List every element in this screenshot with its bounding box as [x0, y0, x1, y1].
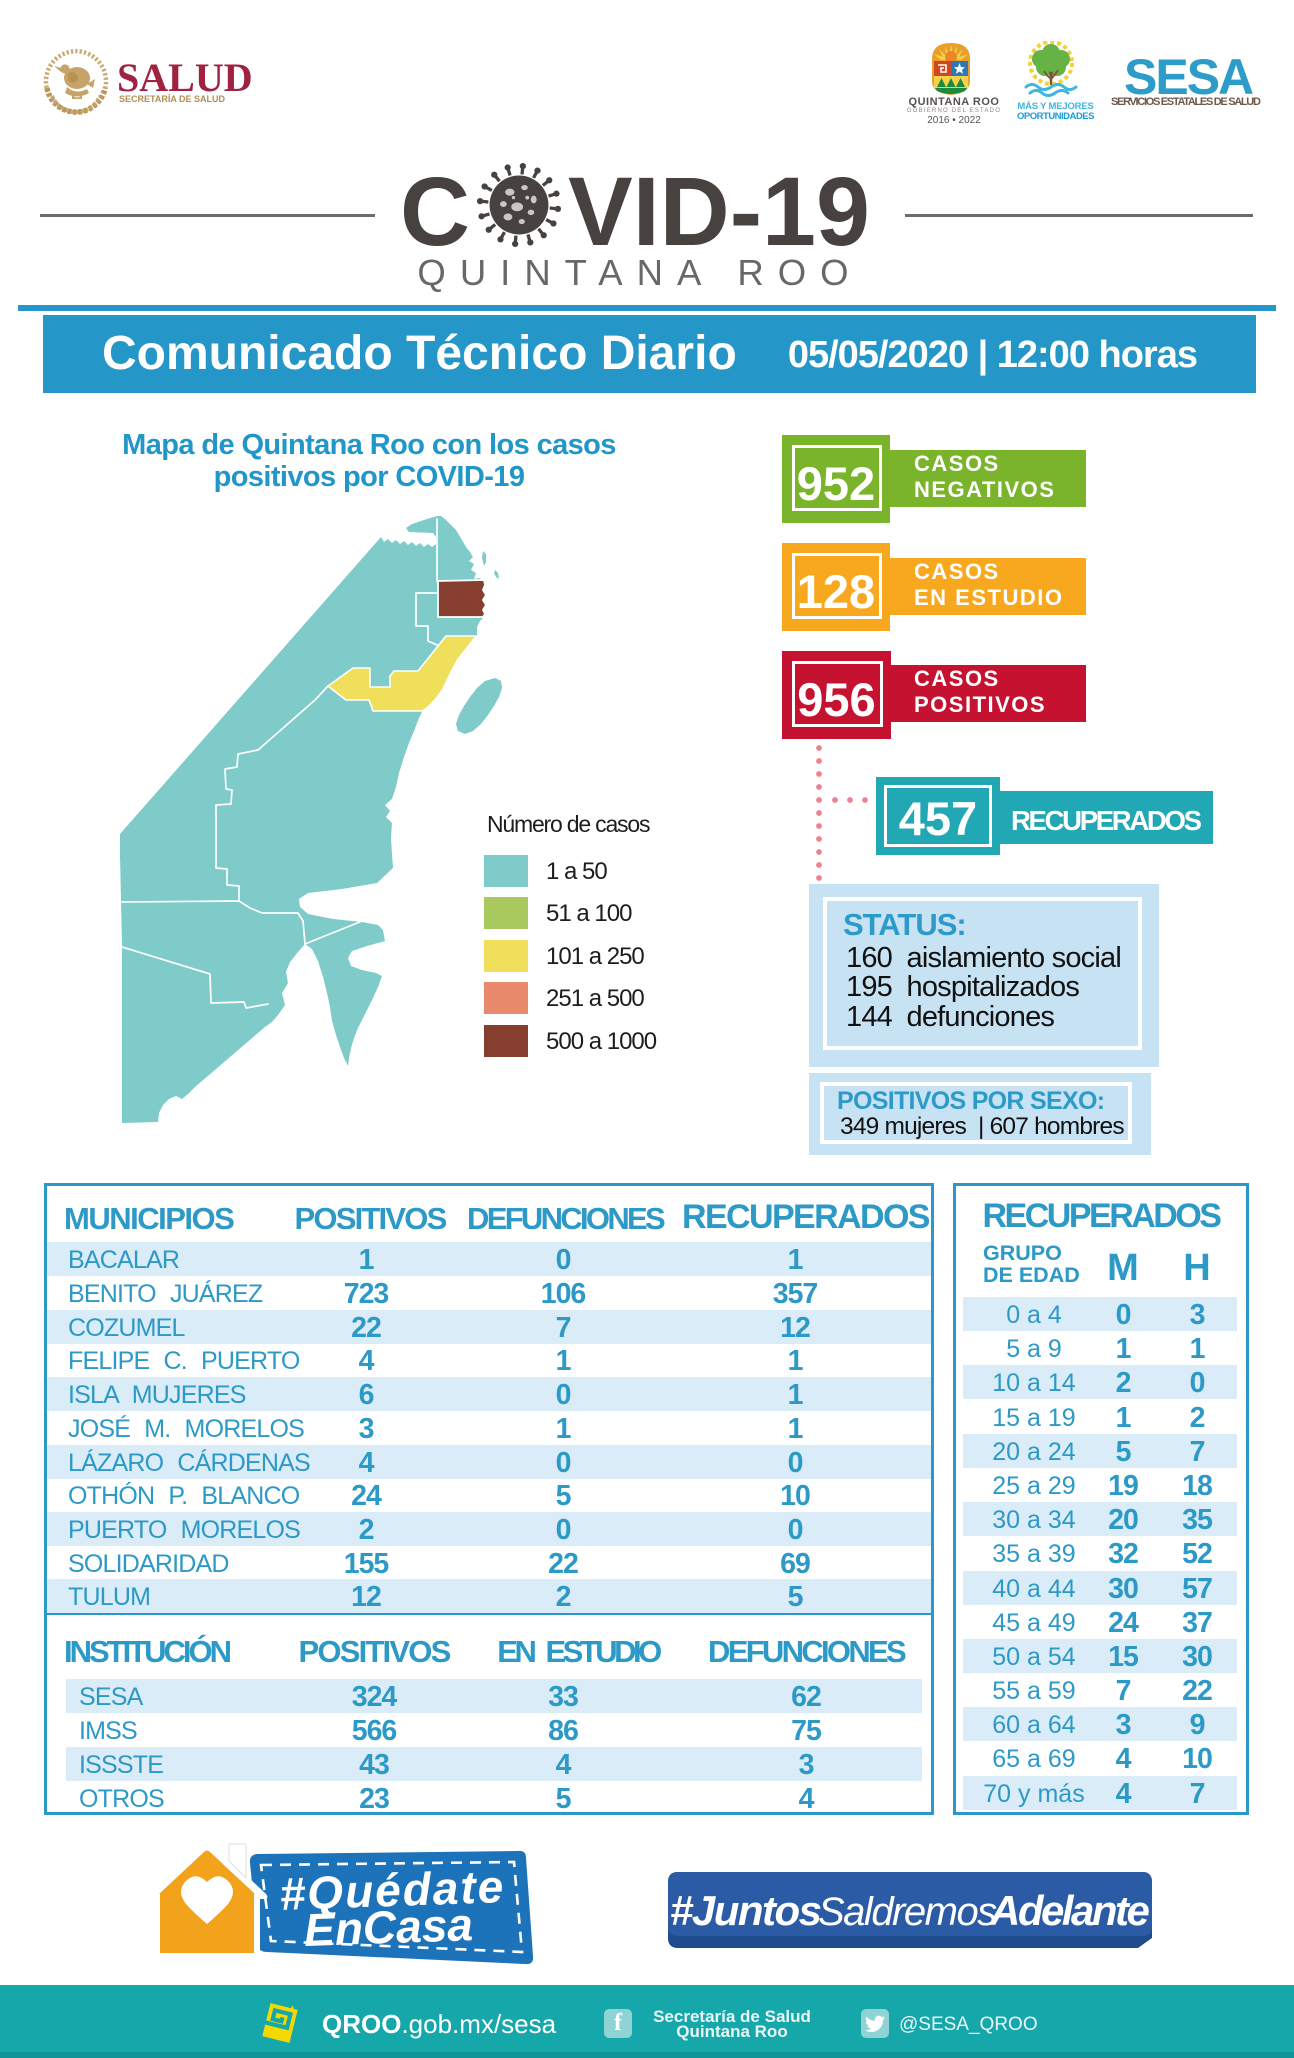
- svg-text:EnCasa: EnCasa: [303, 1898, 473, 1956]
- svg-text:Saldremos: Saldremos: [818, 1890, 997, 1934]
- svg-text:#Quédate: #Quédate: [279, 1860, 506, 1920]
- svg-text:Adelante: Adelante: [989, 1887, 1150, 1934]
- svg-text:#Juntos: #Juntos: [670, 1887, 821, 1934]
